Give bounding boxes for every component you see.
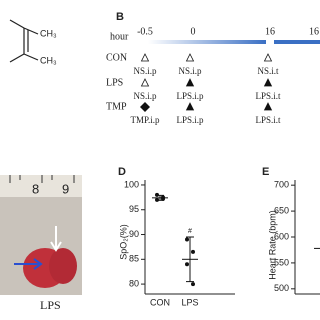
marker (263, 102, 273, 111)
lung (49, 248, 77, 284)
arrow (14, 258, 43, 270)
treatment-label: NS.i.p (178, 66, 202, 76)
y-axis-label: Heart Rate (bpm) (267, 210, 277, 280)
row-label: TMP (106, 101, 127, 112)
hour-label: 16 (309, 26, 319, 37)
y-tick-label: 700 (274, 180, 289, 190)
y-tick-label: 550 (274, 257, 289, 267)
marker (263, 53, 273, 62)
y-tick-label: 95 (129, 204, 139, 214)
panel-label: D (118, 166, 126, 178)
panel-label: E (262, 166, 269, 178)
y-tick-label: 80 (129, 278, 139, 288)
point (191, 249, 195, 254)
treatment-label: LPS.i.p (176, 115, 204, 125)
marker (140, 102, 150, 112)
ruler-mark: 9 (62, 181, 69, 196)
hour-label: 16 (265, 26, 275, 37)
hour-label: -0.5 (137, 26, 153, 37)
axis-label: hour (110, 31, 129, 42)
y-tick-label: 85 (129, 254, 139, 264)
x-tick-label: LPS (181, 297, 198, 307)
marker (140, 78, 150, 87)
treatment-label: TMP.i.p (130, 115, 160, 125)
y-tick-label: 100 (124, 179, 139, 189)
treatment-label: NS.i.p (133, 66, 157, 76)
marker (185, 53, 195, 62)
treatment-label: LPS.i.t (255, 115, 281, 125)
methyl-label: CH₃ (40, 55, 57, 65)
arrow (50, 226, 62, 252)
y-tick-label: 650 (274, 205, 289, 215)
structure (9, 19, 39, 63)
methyl-label: CH₃ (40, 28, 57, 38)
treatment-label: LPS.i.p (176, 91, 204, 101)
y-tick-label: 600 (274, 231, 289, 241)
point (185, 262, 189, 267)
photo-label: LPS (40, 298, 61, 312)
hour-label: 0 (191, 26, 196, 37)
y-tick-label: 90 (129, 229, 139, 239)
ruler-ticks (9, 175, 75, 183)
row-label: LPS (106, 77, 123, 88)
timeline (274, 40, 320, 44)
marker (185, 102, 195, 111)
marker (140, 53, 150, 62)
x-tick-label: CON (150, 297, 170, 307)
annotation: # (188, 228, 192, 235)
marker (185, 78, 195, 87)
row-label: CON (106, 52, 127, 63)
ruler-mark: 8 (32, 181, 39, 196)
timeline (148, 40, 266, 44)
y-tick-label: 500 (274, 283, 289, 293)
point (185, 237, 189, 242)
treatment-label: LPS.i.t (255, 91, 281, 101)
treatment-label: NS.i.p (133, 91, 157, 101)
marker (263, 78, 273, 87)
ruler (0, 175, 82, 197)
y-axis-label: SpO₂(%) (118, 224, 128, 260)
treatment-label: NS.i.t (257, 66, 279, 76)
point (191, 282, 195, 287)
panel-label: B (116, 11, 124, 23)
